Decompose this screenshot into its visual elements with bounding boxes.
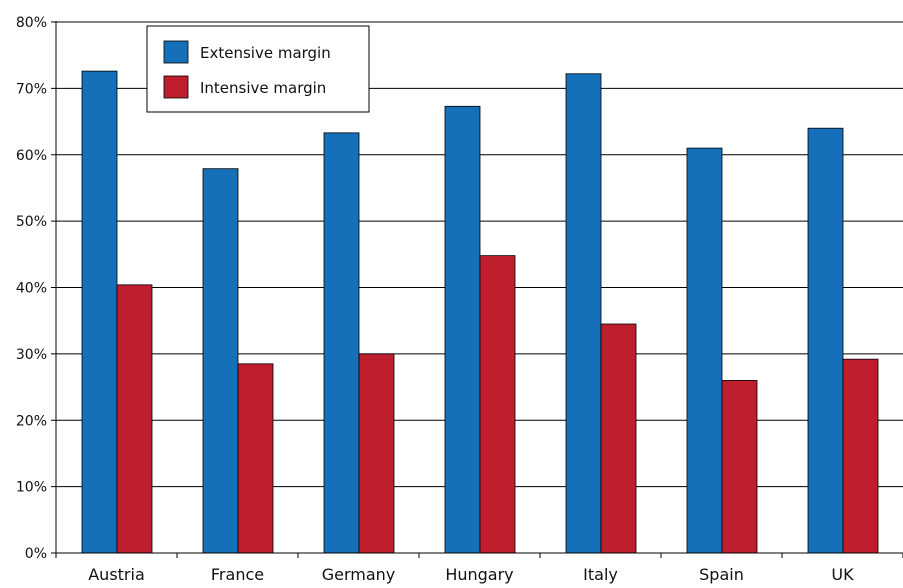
legend-swatch-intensive xyxy=(163,75,189,99)
bar-intensive-uk xyxy=(842,358,879,554)
bar-extensive-germany xyxy=(323,132,360,554)
bar-extensive-italy xyxy=(565,73,602,554)
bar-extensive-uk xyxy=(807,127,844,554)
bar-intensive-france xyxy=(237,363,274,554)
x-tick-label: Italy xyxy=(583,565,618,584)
x-axis-ticks: Austria France Germany Hungary Italy Spain UK xyxy=(55,553,903,584)
y-tick-label: 10% xyxy=(16,480,47,496)
y-tick-label: 0% xyxy=(25,546,47,562)
bar-intensive-germany xyxy=(358,353,395,554)
legend: Extensive margin Intensive margin xyxy=(146,25,370,113)
legend-swatch-extensive xyxy=(163,40,189,64)
legend-label-extensive: Extensive margin xyxy=(200,44,331,62)
bars xyxy=(81,70,879,554)
bar-extensive-austria xyxy=(81,70,118,554)
x-tick-label: UK xyxy=(831,565,854,584)
bar-extensive-france xyxy=(202,168,239,554)
y-tick-label: 60% xyxy=(16,148,47,164)
y-tick-label: 40% xyxy=(16,281,47,297)
legend-label-intensive: Intensive margin xyxy=(200,79,326,97)
bar-intensive-austria xyxy=(116,284,153,554)
bar-intensive-hungary xyxy=(479,255,516,554)
y-tick-label: 70% xyxy=(16,81,47,97)
x-tick-label: Germany xyxy=(322,565,396,584)
bar-extensive-spain xyxy=(686,147,723,554)
x-tick-label: France xyxy=(211,565,264,584)
x-tick-label: Austria xyxy=(88,565,145,584)
x-tick-label: Spain xyxy=(699,565,744,584)
y-axis-ticks: 0% 10% 20% 30% 40% 50% 60% 70% 80% xyxy=(16,15,56,562)
x-tick-label: Hungary xyxy=(445,565,513,584)
bar-extensive-hungary xyxy=(444,105,481,554)
y-tick-label: 20% xyxy=(16,413,47,429)
bar-intensive-italy xyxy=(600,323,637,554)
y-tick-label: 30% xyxy=(16,347,47,363)
y-tick-label: 50% xyxy=(16,214,47,230)
bar-intensive-spain xyxy=(721,380,758,554)
y-tick-label: 80% xyxy=(16,15,47,31)
legend-box xyxy=(146,25,370,113)
